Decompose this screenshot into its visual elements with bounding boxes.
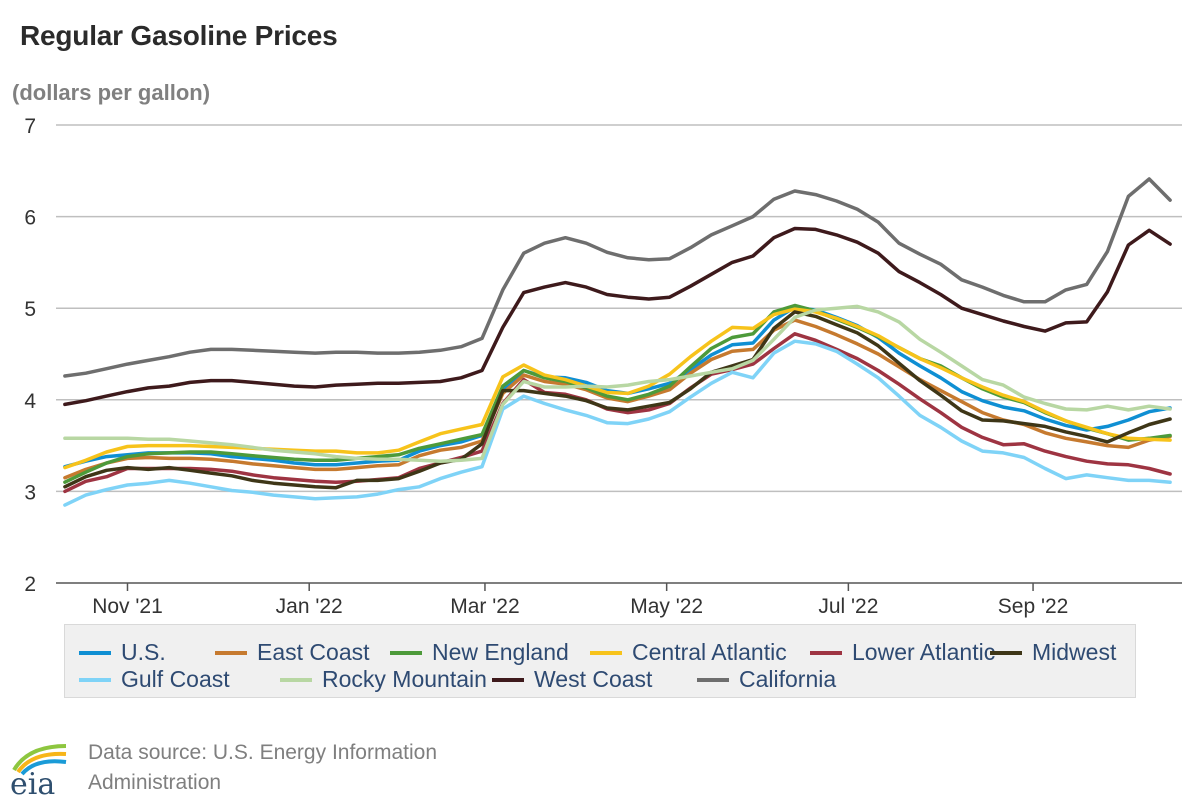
legend-label: Central Atlantic (632, 639, 787, 665)
legend-swatch (990, 650, 1022, 655)
series-layer (63, 177, 1172, 507)
x-tick-label: Jul '22 (818, 595, 878, 618)
legend-swatch (215, 650, 247, 655)
grid-layer (56, 124, 1182, 584)
series-line-midwest (63, 310, 1172, 490)
x-tick-label: May '22 (630, 595, 703, 618)
legend-label: East Coast (257, 639, 370, 665)
legend-item: East Coast (215, 639, 370, 666)
legend-item: Midwest (990, 639, 1116, 666)
legend-swatch (79, 677, 111, 682)
legend-item: West Coast (492, 666, 652, 693)
y-tick-label: 2 (24, 573, 36, 596)
legend-label: California (739, 666, 837, 692)
series-line-rocky-mountain (63, 304, 1172, 463)
legend-swatch (492, 677, 524, 682)
y-tick-label: 3 (24, 481, 36, 504)
y-tick-label: 4 (24, 390, 36, 413)
data-source-note: Data source: U.S. Energy Information Adm… (88, 741, 437, 794)
legend-item: U.S. (79, 639, 166, 666)
legend-swatch (79, 650, 111, 655)
legend-swatch (590, 650, 622, 655)
legend-item: New England (390, 639, 569, 666)
legend: U.S. East Coast New England Central Atlanti… (64, 624, 1136, 698)
y-tick-label: 7 (24, 115, 36, 138)
legend-swatch (810, 650, 842, 655)
y-axis-unit-label: (dollars per gallon) (12, 80, 211, 105)
legend-label: New England (432, 639, 569, 665)
series-line-east-coast (63, 318, 1172, 480)
legend-label: U.S. (121, 639, 166, 665)
x-tick-label: Jan '22 (276, 595, 343, 618)
legend-item: Lower Atlantic (810, 639, 995, 666)
legend-item: California (697, 666, 836, 693)
legend-label: Lower Atlantic (852, 639, 996, 665)
legend-label: Midwest (1032, 639, 1117, 665)
y-tick-label: 6 (24, 207, 36, 230)
eia-logo: eia (10, 744, 67, 796)
legend-label: West Coast (534, 666, 653, 692)
legend-swatch (280, 677, 312, 682)
x-tick-label: Sep '22 (998, 595, 1069, 618)
series-line-west-coast (63, 226, 1172, 407)
legend-label: Gulf Coast (121, 666, 230, 692)
legend-swatch (697, 677, 729, 682)
legend-item: Gulf Coast (79, 666, 230, 693)
series-line-gulf-coast (63, 339, 1172, 507)
eia-logo-text: eia (10, 767, 55, 796)
series-line-lower-atlantic (63, 332, 1172, 494)
legend-item: Central Atlantic (590, 639, 787, 666)
legend-item: Rocky Mountain (280, 666, 487, 693)
legend-label: Rocky Mountain (322, 666, 487, 692)
x-tick-label: Mar '22 (450, 595, 519, 618)
x-tick-label: Nov '21 (92, 595, 163, 618)
axis-layer: 2 3 4 5 6 7 Nov '21 Jan '22 Mar '22 May '22 Jul '2… (24, 115, 1068, 618)
legend-swatch (390, 650, 422, 655)
chart-title: Regular Gasoline Prices (20, 20, 338, 51)
series-line-california (63, 177, 1172, 378)
y-tick-label: 5 (24, 298, 36, 321)
